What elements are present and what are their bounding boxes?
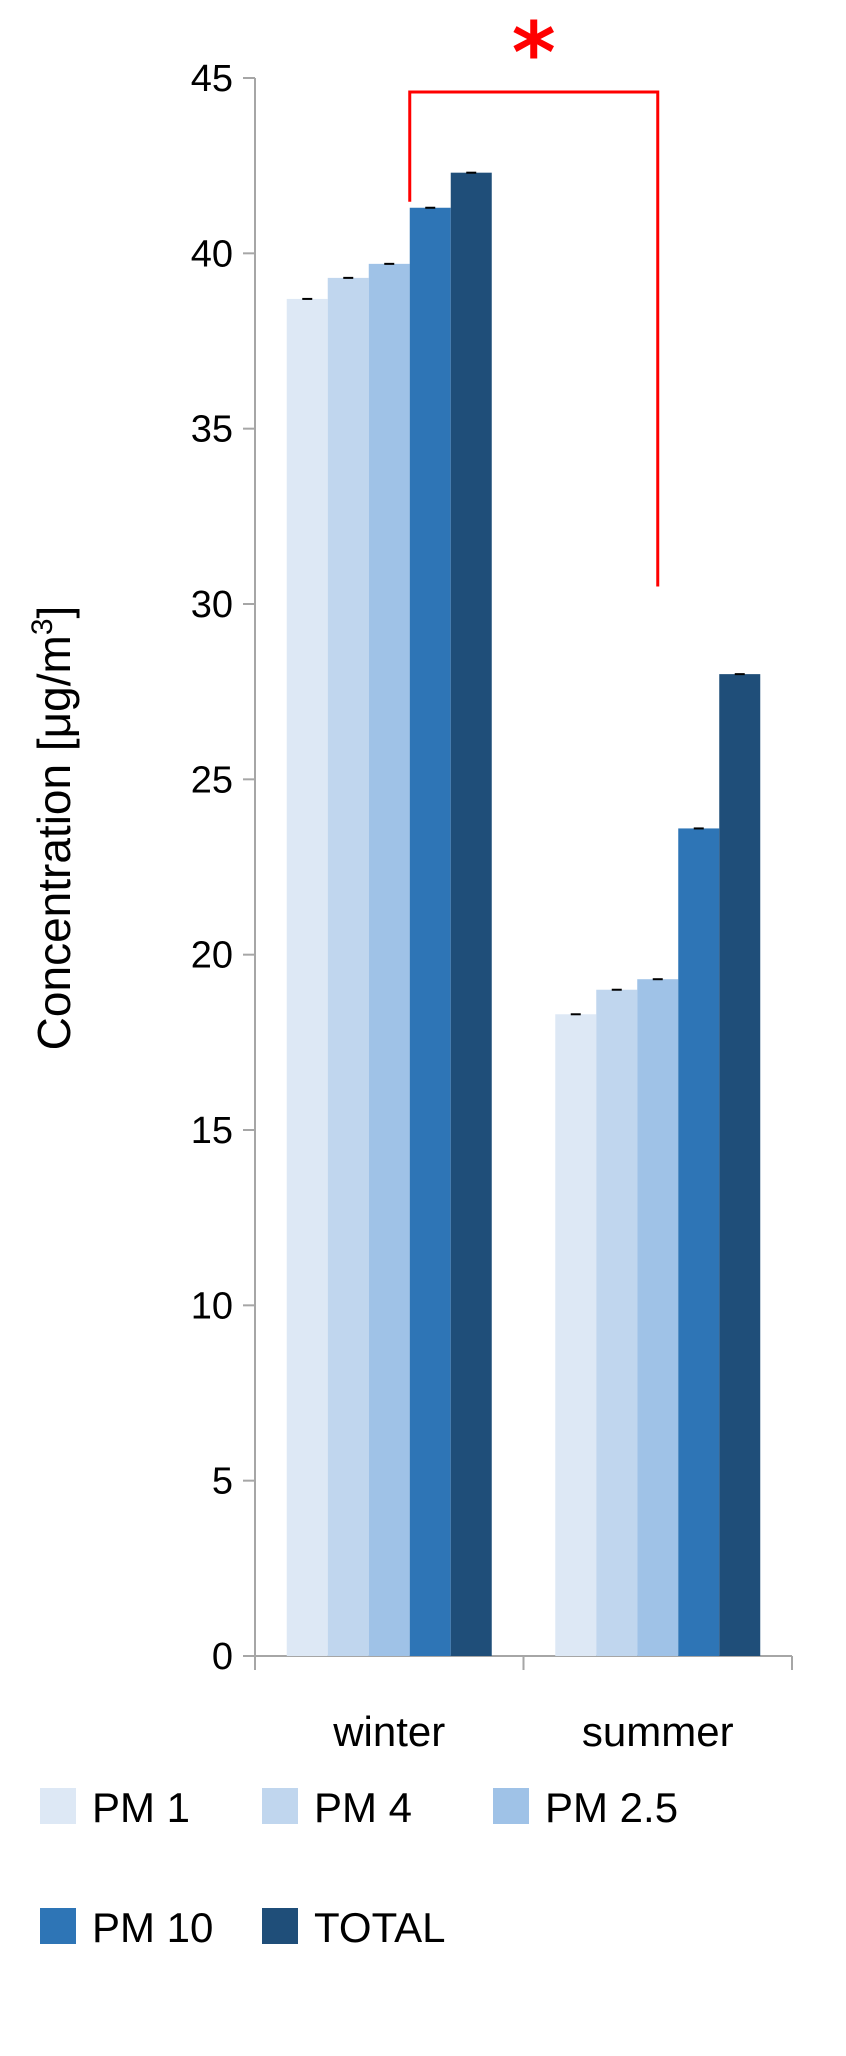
legend-label: PM 10 — [92, 1904, 213, 1951]
y-tick-label: 20 — [191, 935, 233, 977]
y-tick-label: 35 — [191, 409, 233, 451]
legend-swatch — [40, 1788, 76, 1824]
legend-label: PM 1 — [92, 1784, 190, 1831]
bar — [555, 1014, 597, 1656]
y-tick-label: 10 — [191, 1285, 233, 1327]
bar — [286, 298, 328, 1656]
bar — [719, 674, 761, 1656]
legend: PM 1 PM 4 PM 2.5 PM 10 TOTAL — [40, 1784, 678, 1951]
legend-swatch — [493, 1788, 529, 1824]
y-tick-label: 5 — [212, 1461, 233, 1503]
y-axis-label: Concentration [μg/m3] — [26, 606, 80, 1051]
x-category-label: summer — [582, 1708, 734, 1755]
axes: 0 5 10 15 20 25 30 35 40 45 winter summer — [191, 58, 793, 1755]
y-axis-label-close: ] — [28, 606, 80, 619]
legend-label: PM 4 — [314, 1784, 412, 1831]
bar — [596, 989, 638, 1656]
x-category-label: winter — [332, 1708, 445, 1755]
y-tick-label: 40 — [191, 233, 233, 275]
y-tick-label: 25 — [191, 759, 233, 801]
bar — [409, 207, 451, 1656]
y-tick-label: 15 — [191, 1110, 233, 1152]
y-axis-label-text: Concentration [μg/m — [28, 635, 80, 1050]
bars — [286, 171, 761, 1657]
bar — [637, 979, 679, 1656]
bar — [327, 277, 369, 1656]
significance-star: * — [512, 4, 556, 102]
legend-label: TOTAL — [314, 1904, 445, 1951]
svg-text:Concentration [μg/m3]: Concentration [μg/m3] — [26, 606, 80, 1051]
y-tick-label: 30 — [191, 584, 233, 626]
significance-bracket: * — [408, 4, 660, 587]
bar — [678, 828, 720, 1656]
bar — [368, 263, 410, 1657]
legend-swatch — [40, 1908, 76, 1944]
legend-swatch — [262, 1908, 298, 1944]
significance-bracket-line — [408, 90, 660, 587]
legend-label: PM 2.5 — [545, 1784, 678, 1831]
y-axis-label-superscript: 3 — [26, 618, 59, 635]
y-tick-label: 0 — [212, 1636, 233, 1678]
legend-swatch — [262, 1788, 298, 1824]
y-tick-label: 45 — [191, 58, 233, 100]
bar — [450, 172, 492, 1657]
